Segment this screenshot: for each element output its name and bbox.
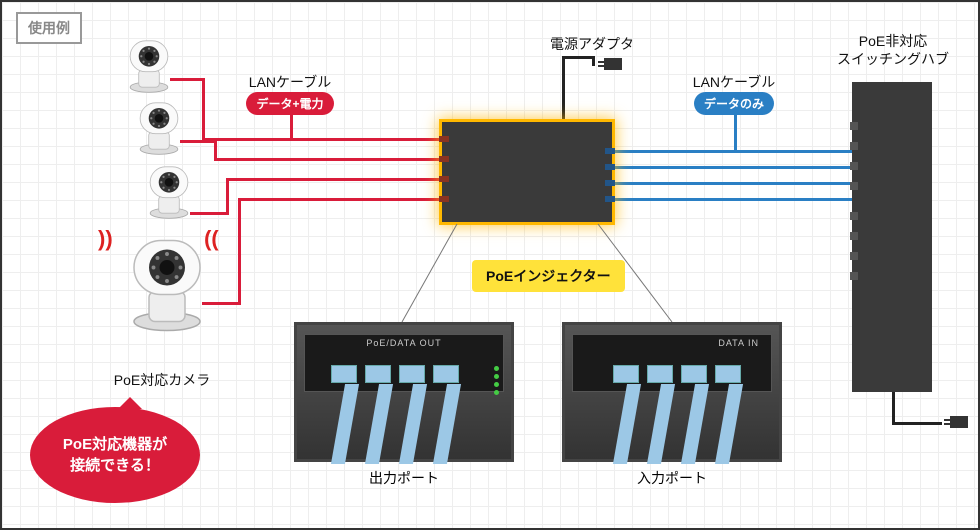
output-port-panel: PoE/DATA OUT 出力ポート xyxy=(294,322,514,488)
in-port-caption: 入力ポート xyxy=(562,468,782,488)
input-port-panel: DATA IN 入力ポート xyxy=(562,322,782,488)
out-port-caption: 出力ポート xyxy=(294,468,514,488)
out-port-inner-label: PoE/DATA OUT xyxy=(305,338,503,348)
input-port-photo: DATA IN xyxy=(562,322,782,462)
output-port-photo: PoE/DATA OUT xyxy=(294,322,514,462)
in-port-inner-label: DATA IN xyxy=(573,338,771,348)
diagram-canvas: 使用例 )) )) LANケーブル データ+電力 xyxy=(0,0,980,530)
